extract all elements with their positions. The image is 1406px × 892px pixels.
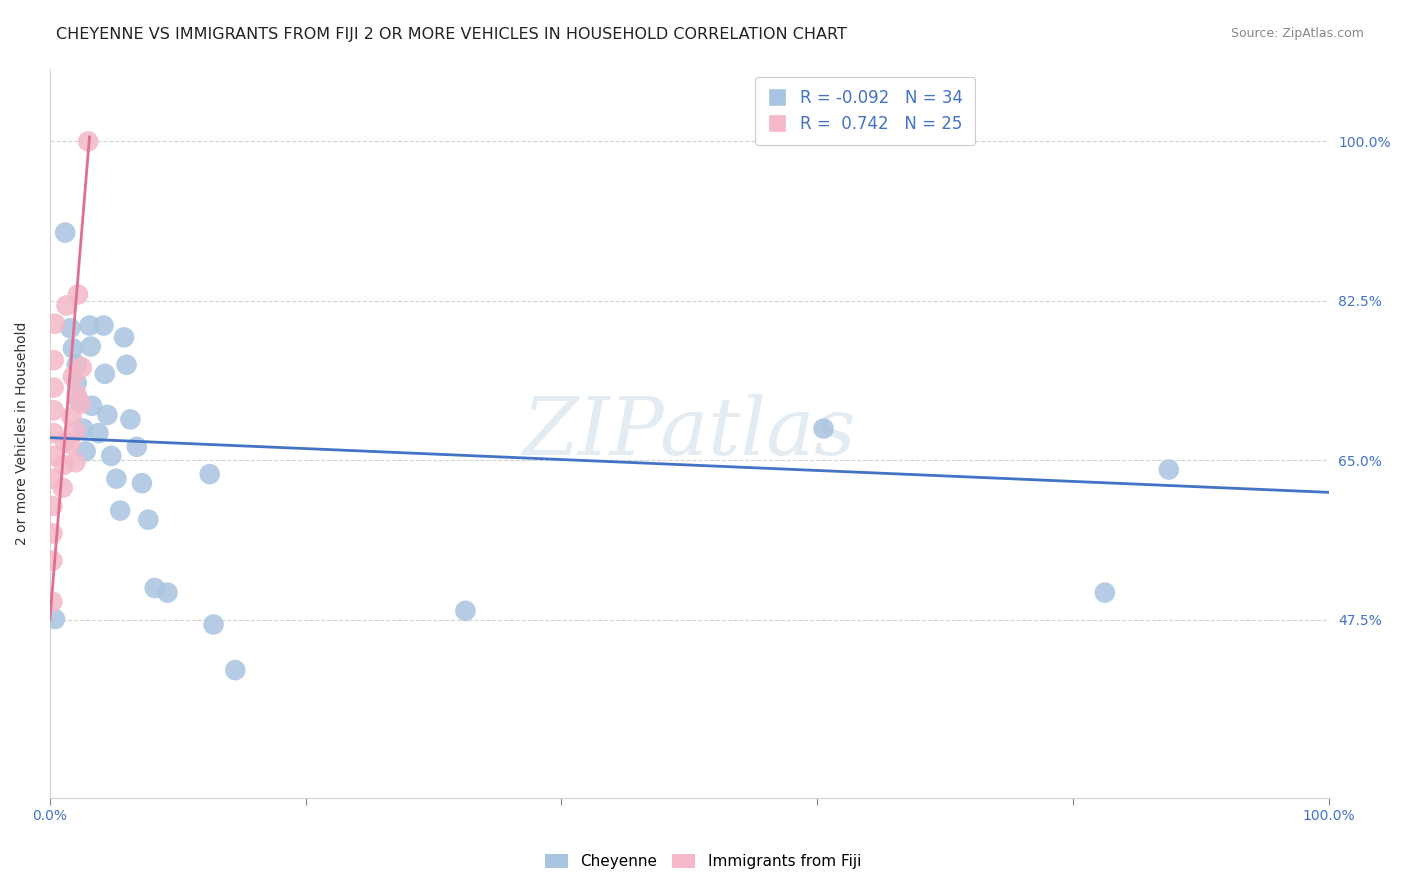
Point — [112, 330, 135, 344]
Point — [66, 376, 89, 390]
Point — [41, 472, 63, 486]
Point — [1157, 462, 1180, 476]
Point — [41, 526, 63, 541]
Point — [44, 317, 66, 331]
Point — [41, 595, 63, 609]
Point — [198, 467, 221, 482]
Point — [65, 455, 87, 469]
Legend: Cheyenne, Immigrants from Fiji: Cheyenne, Immigrants from Fiji — [538, 848, 868, 875]
Point — [42, 403, 65, 417]
Point — [62, 342, 84, 356]
Point — [87, 426, 110, 441]
Point — [125, 440, 148, 454]
Point — [454, 604, 477, 618]
Point — [96, 408, 118, 422]
Point — [60, 409, 83, 424]
Y-axis label: 2 or more Vehicles in Household: 2 or more Vehicles in Household — [15, 321, 30, 545]
Point — [108, 503, 131, 517]
Point — [115, 358, 138, 372]
Point — [77, 135, 100, 149]
Point — [80, 399, 103, 413]
Point — [70, 360, 93, 375]
Point — [42, 449, 65, 463]
Point — [66, 388, 89, 402]
Point — [136, 513, 159, 527]
Point — [42, 426, 65, 441]
Point — [156, 585, 179, 599]
Point — [41, 554, 63, 568]
Point — [62, 369, 84, 384]
Point — [66, 287, 89, 301]
Point — [94, 367, 117, 381]
Point — [120, 412, 142, 426]
Point — [55, 298, 77, 312]
Point — [42, 353, 65, 368]
Point — [69, 397, 91, 411]
Text: CHEYENNE VS IMMIGRANTS FROM FIJI 2 OR MORE VEHICLES IN HOUSEHOLD CORRELATION CHA: CHEYENNE VS IMMIGRANTS FROM FIJI 2 OR MO… — [56, 27, 846, 42]
Point — [52, 481, 75, 495]
Point — [44, 612, 66, 626]
Point — [75, 444, 97, 458]
Point — [93, 318, 115, 333]
Point — [41, 499, 63, 513]
Point — [105, 472, 128, 486]
Point — [67, 394, 90, 409]
Point — [59, 321, 82, 335]
Point — [52, 458, 75, 472]
Text: ZIPatlas: ZIPatlas — [523, 394, 856, 472]
Point — [66, 358, 89, 372]
Point — [42, 380, 65, 394]
Point — [72, 421, 94, 435]
Point — [79, 318, 101, 333]
Point — [1094, 585, 1116, 599]
Point — [131, 476, 153, 491]
Point — [813, 421, 835, 435]
Point — [224, 663, 246, 677]
Legend: R = -0.092   N = 34, R =  0.742   N = 25: R = -0.092 N = 34, R = 0.742 N = 25 — [755, 77, 974, 145]
Point — [65, 424, 87, 438]
Point — [59, 437, 82, 451]
Point — [53, 435, 76, 450]
Point — [100, 449, 122, 463]
Point — [202, 617, 225, 632]
Point — [53, 226, 76, 240]
Point — [80, 339, 103, 353]
Text: Source: ZipAtlas.com: Source: ZipAtlas.com — [1230, 27, 1364, 40]
Point — [143, 581, 166, 595]
